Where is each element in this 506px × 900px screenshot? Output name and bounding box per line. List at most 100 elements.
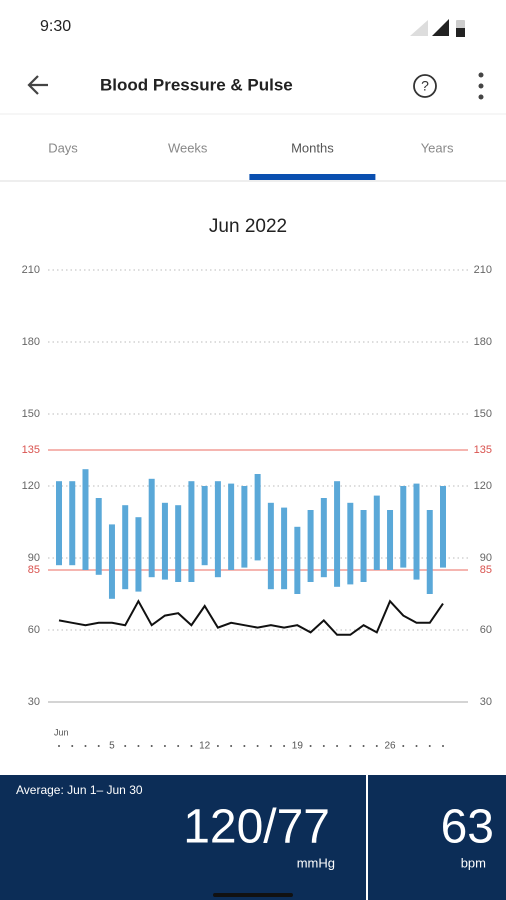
day-dot xyxy=(349,745,352,747)
y-tick-label: 150 xyxy=(22,408,40,420)
bp-bar xyxy=(387,510,394,570)
tab[interactable]: Weeks xyxy=(168,140,208,155)
tab[interactable]: Days xyxy=(48,140,78,155)
dot xyxy=(478,94,484,100)
day-dot xyxy=(124,745,127,747)
day-dot xyxy=(362,745,365,747)
reference-label-right: 135 xyxy=(474,444,492,456)
tab[interactable]: Months xyxy=(291,140,334,155)
tab[interactable]: Years xyxy=(421,140,454,155)
day-dot xyxy=(177,745,180,747)
day-dot xyxy=(442,745,444,747)
reference-label: 85 xyxy=(28,564,40,576)
bp-bar xyxy=(360,510,367,582)
day-dot xyxy=(322,745,325,747)
day-dot xyxy=(97,745,100,747)
bp-bar xyxy=(122,505,129,590)
day-dot xyxy=(190,745,193,747)
day-dot xyxy=(375,745,378,747)
day-dot xyxy=(402,745,405,747)
y2-tick-label: 90 xyxy=(480,552,492,564)
average-label: Average: Jun 1– Jun 30 xyxy=(16,783,143,797)
bp-bar xyxy=(267,502,274,590)
tab-indicator xyxy=(249,174,376,180)
day-dot xyxy=(137,745,140,747)
bp-bar xyxy=(334,481,341,587)
day-dot xyxy=(71,745,74,747)
x-tick-label: 5 xyxy=(109,741,115,752)
y-tick-label: 180 xyxy=(22,336,40,348)
bp-bar xyxy=(214,481,221,578)
x-tick-label: 12 xyxy=(199,741,211,752)
day-dot xyxy=(336,745,339,747)
help-mark: ? xyxy=(421,78,429,94)
bp-bar xyxy=(294,526,301,594)
chart: 30 30 60 60 90 90 120 120 150 150 180 180 210 210 135 1… xyxy=(22,264,492,752)
reference-label-right: 85 xyxy=(480,564,492,576)
bp-bar xyxy=(373,495,380,570)
bp-bar xyxy=(281,507,288,590)
y2-tick-label: 150 xyxy=(474,408,492,420)
battery-level xyxy=(456,28,465,37)
day-dot xyxy=(428,745,431,747)
day-dot xyxy=(415,745,418,747)
bp-bar xyxy=(188,481,195,582)
x-tick-label: 26 xyxy=(384,741,396,752)
tabs: Days Weeks Months Years xyxy=(48,140,454,180)
y2-tick-label: 120 xyxy=(474,480,492,492)
bp-bar xyxy=(241,486,248,568)
bp-bar xyxy=(201,486,208,566)
help-button[interactable]: ? xyxy=(413,74,437,98)
bp-bar xyxy=(400,486,407,568)
bp-bar xyxy=(95,498,102,575)
bp-bar xyxy=(228,483,235,570)
day-dot xyxy=(150,745,153,747)
y2-tick-label: 180 xyxy=(474,336,492,348)
day-dot xyxy=(309,745,312,747)
y-tick-label: 120 xyxy=(22,480,40,492)
bp-bar xyxy=(426,510,433,594)
pulse-value: 63 xyxy=(441,801,494,854)
bp-bar xyxy=(413,483,420,580)
y2-tick-label: 210 xyxy=(474,264,492,276)
bp-bar xyxy=(148,478,155,578)
day-dot xyxy=(283,745,286,747)
chart-title: Jun 2022 xyxy=(209,216,287,237)
wifi-icon xyxy=(410,20,428,36)
bp-bar xyxy=(82,469,89,570)
bp-bar xyxy=(254,474,261,561)
bp-bar xyxy=(108,524,115,599)
pulse-unit: bpm xyxy=(461,855,486,870)
y2-tick-label: 60 xyxy=(480,624,492,636)
signal-icon xyxy=(432,19,449,36)
bp-bar xyxy=(320,498,327,578)
y-tick-label: 30 xyxy=(28,696,40,708)
more-button[interactable] xyxy=(478,72,484,100)
status-time: 9:30 xyxy=(40,18,71,35)
footer xyxy=(0,775,506,900)
bp-bar xyxy=(135,517,142,592)
bp-bar xyxy=(56,481,62,566)
dot xyxy=(478,72,484,78)
x-tick-label: 19 xyxy=(292,741,304,752)
bp-bar xyxy=(307,510,314,582)
day-dot xyxy=(84,745,87,747)
day-dot xyxy=(163,745,166,747)
day-dot xyxy=(216,745,219,747)
day-dot xyxy=(256,745,259,747)
pulse-line xyxy=(58,599,444,636)
bp-bar xyxy=(175,505,182,582)
reference-label: 135 xyxy=(22,444,40,456)
dot xyxy=(478,83,484,89)
day-dot xyxy=(269,745,272,747)
y-tick-label: 90 xyxy=(28,552,40,564)
nav-handle xyxy=(213,893,293,897)
day-dot xyxy=(243,745,246,747)
day-dot xyxy=(58,745,60,747)
bp-unit: mmHg xyxy=(297,855,335,870)
y-tick-label: 60 xyxy=(28,624,40,636)
bp-bar xyxy=(347,502,354,585)
back-button[interactable] xyxy=(27,75,48,95)
help-circle xyxy=(413,74,437,98)
